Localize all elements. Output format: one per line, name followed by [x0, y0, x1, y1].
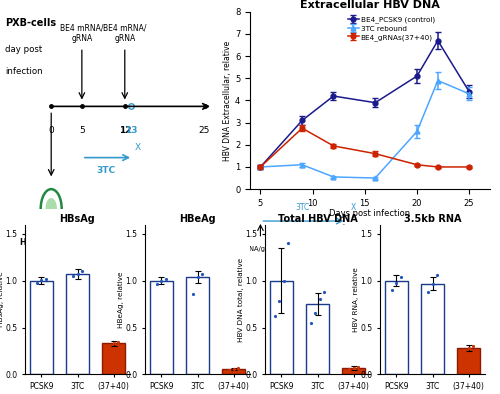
Bar: [457, 348, 480, 374]
X-axis label: Days post infection: Days post infection: [330, 209, 410, 218]
Text: 0: 0: [48, 126, 54, 135]
Bar: [342, 368, 365, 374]
Text: X: X: [135, 143, 141, 152]
Text: infection: infection: [5, 67, 43, 76]
Title: 3.5kb RNA: 3.5kb RNA: [404, 214, 461, 224]
Bar: [186, 277, 209, 374]
Bar: [421, 284, 444, 374]
Y-axis label: HBsAg, relative: HBsAg, relative: [0, 271, 4, 327]
Bar: [150, 281, 173, 374]
Title: Extracellular HBV DNA: Extracellular HBV DNA: [300, 0, 440, 10]
Y-axis label: HBV RNA, relative: HBV RNA, relative: [353, 267, 359, 332]
Text: mRNA/gRNAs: mRNA/gRNAs: [238, 246, 282, 252]
Bar: [306, 304, 329, 374]
Title: HBeAg: HBeAg: [179, 214, 216, 224]
Bar: [385, 281, 408, 374]
Text: 13: 13: [124, 126, 137, 135]
Title: Total HBV DNA: Total HBV DNA: [278, 214, 357, 224]
Text: 5: 5: [79, 126, 84, 135]
Text: HBV Infection: HBV Infection: [20, 238, 82, 247]
Text: day post: day post: [5, 45, 42, 54]
Text: X: X: [351, 203, 356, 212]
Bar: [66, 274, 89, 374]
Bar: [102, 344, 125, 374]
Ellipse shape: [46, 198, 57, 220]
Text: 3TC: 3TC: [97, 166, 116, 175]
Text: 25: 25: [199, 126, 210, 135]
Bar: [222, 369, 245, 374]
Text: PXB-cells: PXB-cells: [5, 18, 56, 28]
Text: 3TC: 3TC: [295, 203, 310, 212]
Text: BE4 mRNA/
gRNA: BE4 mRNA/ gRNA: [60, 24, 104, 43]
Y-axis label: HBV DNA total, relative: HBV DNA total, relative: [238, 257, 244, 342]
Bar: [30, 281, 53, 374]
Y-axis label: HBV DNA Extracellular, relative: HBV DNA Extracellular, relative: [223, 40, 232, 161]
Bar: [270, 281, 293, 374]
Text: 12: 12: [118, 126, 131, 135]
Text: BE4 mRNA/
gRNA: BE4 mRNA/ gRNA: [103, 24, 146, 43]
Title: HBsAg: HBsAg: [60, 214, 96, 224]
Legend: BE4_PCSK9 (control), 3TC rebound, BE4_gRNAs(37+40): BE4_PCSK9 (control), 3TC rebound, BE4_gR…: [345, 14, 438, 43]
Y-axis label: HBeAg, relative: HBeAg, relative: [118, 271, 124, 328]
Text: mRNA/gRNAs: mRNA/gRNAs: [322, 246, 366, 252]
